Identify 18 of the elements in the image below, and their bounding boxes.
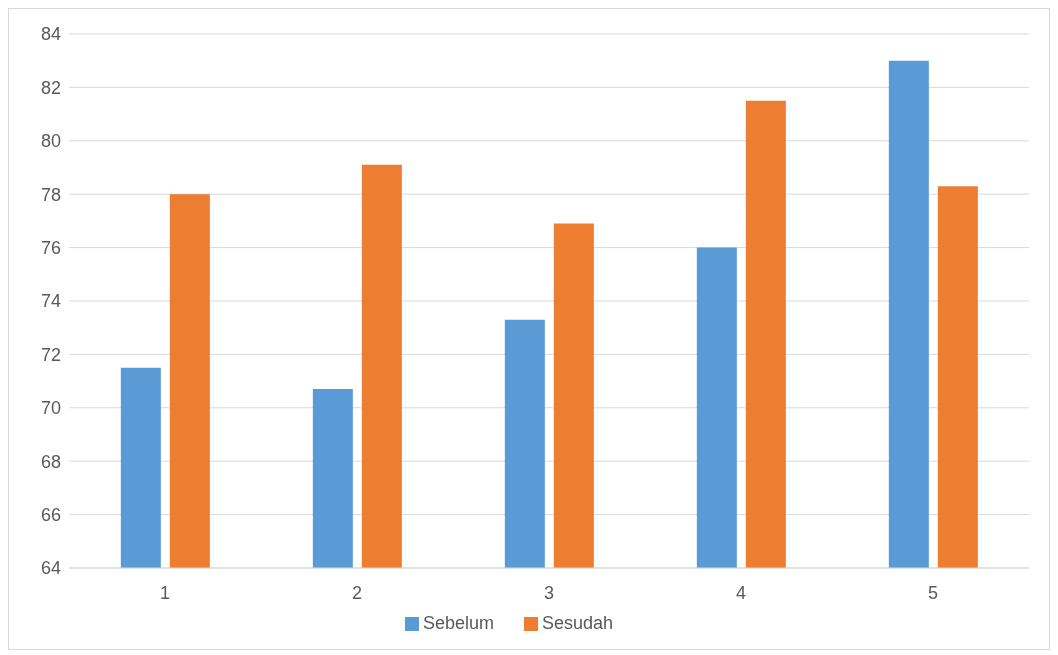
y-tick-label: 80 bbox=[40, 131, 61, 152]
y-tick-label: 70 bbox=[40, 398, 61, 419]
y-tick-label: 68 bbox=[40, 451, 61, 472]
legend-label: Sebelum bbox=[422, 613, 494, 633]
y-tick-label: 66 bbox=[40, 504, 61, 525]
y-tick-label: 82 bbox=[40, 77, 61, 98]
y-tick-label: 76 bbox=[40, 237, 61, 258]
x-tick-label: 5 bbox=[927, 582, 939, 603]
y-tick-label: 78 bbox=[40, 184, 61, 205]
x-tick-label: 4 bbox=[735, 582, 747, 603]
y-tick-label: 72 bbox=[40, 344, 61, 365]
x-tick-label: 1 bbox=[159, 582, 171, 603]
y-tick-label: 74 bbox=[40, 291, 61, 312]
legend-label: Sesudah bbox=[541, 613, 614, 633]
x-tick-label: 2 bbox=[351, 582, 363, 603]
y-tick-label: 64 bbox=[40, 558, 61, 579]
y-tick-label: 84 bbox=[40, 24, 61, 45]
x-tick-label: 3 bbox=[543, 582, 555, 603]
